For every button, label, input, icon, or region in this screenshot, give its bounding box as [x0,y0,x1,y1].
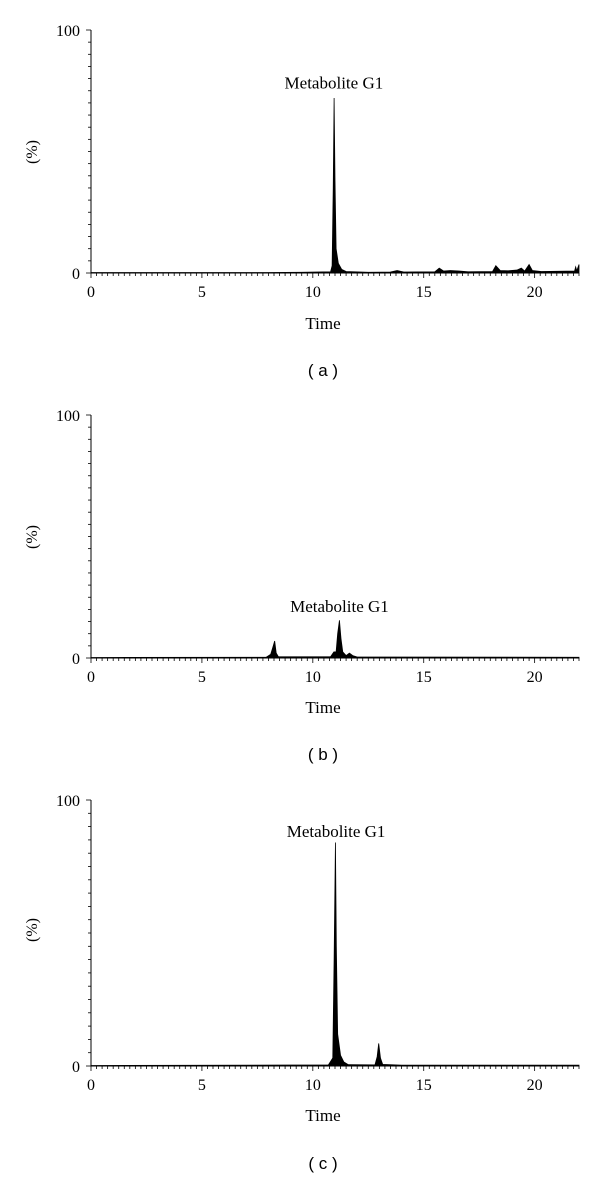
y-tick-label: 100 [56,793,80,810]
x-axis-label: Time [305,1106,340,1125]
chromatogram-trace [90,620,580,659]
peak-annotation: Metabolite G1 [290,597,389,616]
x-tick-label: 15 [416,284,432,301]
x-tick-label: 10 [305,669,321,686]
x-tick-label: 5 [198,284,206,301]
y-tick-label: 100 [56,408,80,425]
panel-a: (%) Time ( a ) 0 5 10 15 20 0 100 Metabolite G1 [24,23,580,380]
x-tick-label: 20 [527,669,543,686]
x-axis-label: Time [305,698,340,717]
panel-label: ( b ) [308,745,338,764]
panel-label: ( c ) [308,1154,337,1173]
x-tick-label: 5 [198,1077,206,1094]
x-tick-label: 5 [198,669,206,686]
panel-b: (%) Time ( b ) 0 5 10 15 20 0 100 Metabolite G1 [24,408,580,764]
x-tick-label: 15 [416,1077,432,1094]
x-axis-label: Time [305,314,340,333]
y-tick-label: 0 [72,266,80,283]
y-axis-label: (%) [24,918,41,942]
y-axis-label: (%) [24,525,41,549]
x-tick-label: 10 [305,284,321,301]
panel-label: ( a ) [308,361,338,380]
x-tick-label: 10 [305,1077,321,1094]
chromatogram-trace [90,98,580,274]
peak-annotation: Metabolite G1 [287,822,386,841]
panel-c: (%) Time ( c ) 0 5 10 15 20 0 100 Metabolite G1 [24,793,580,1173]
x-tick-label: 0 [87,1077,95,1094]
chromatogram-trace [90,842,580,1067]
x-tick-label: 15 [416,669,432,686]
x-tick-label: 0 [87,669,95,686]
peak-annotation: Metabolite G1 [285,73,384,92]
y-tick-label: 0 [72,1059,80,1076]
y-axis-label: (%) [24,140,41,164]
y-tick-label: 100 [56,23,80,40]
x-tick-label: 20 [527,1077,543,1094]
y-tick-label: 0 [72,651,80,668]
x-tick-label: 0 [87,284,95,301]
x-tick-label: 20 [527,284,543,301]
